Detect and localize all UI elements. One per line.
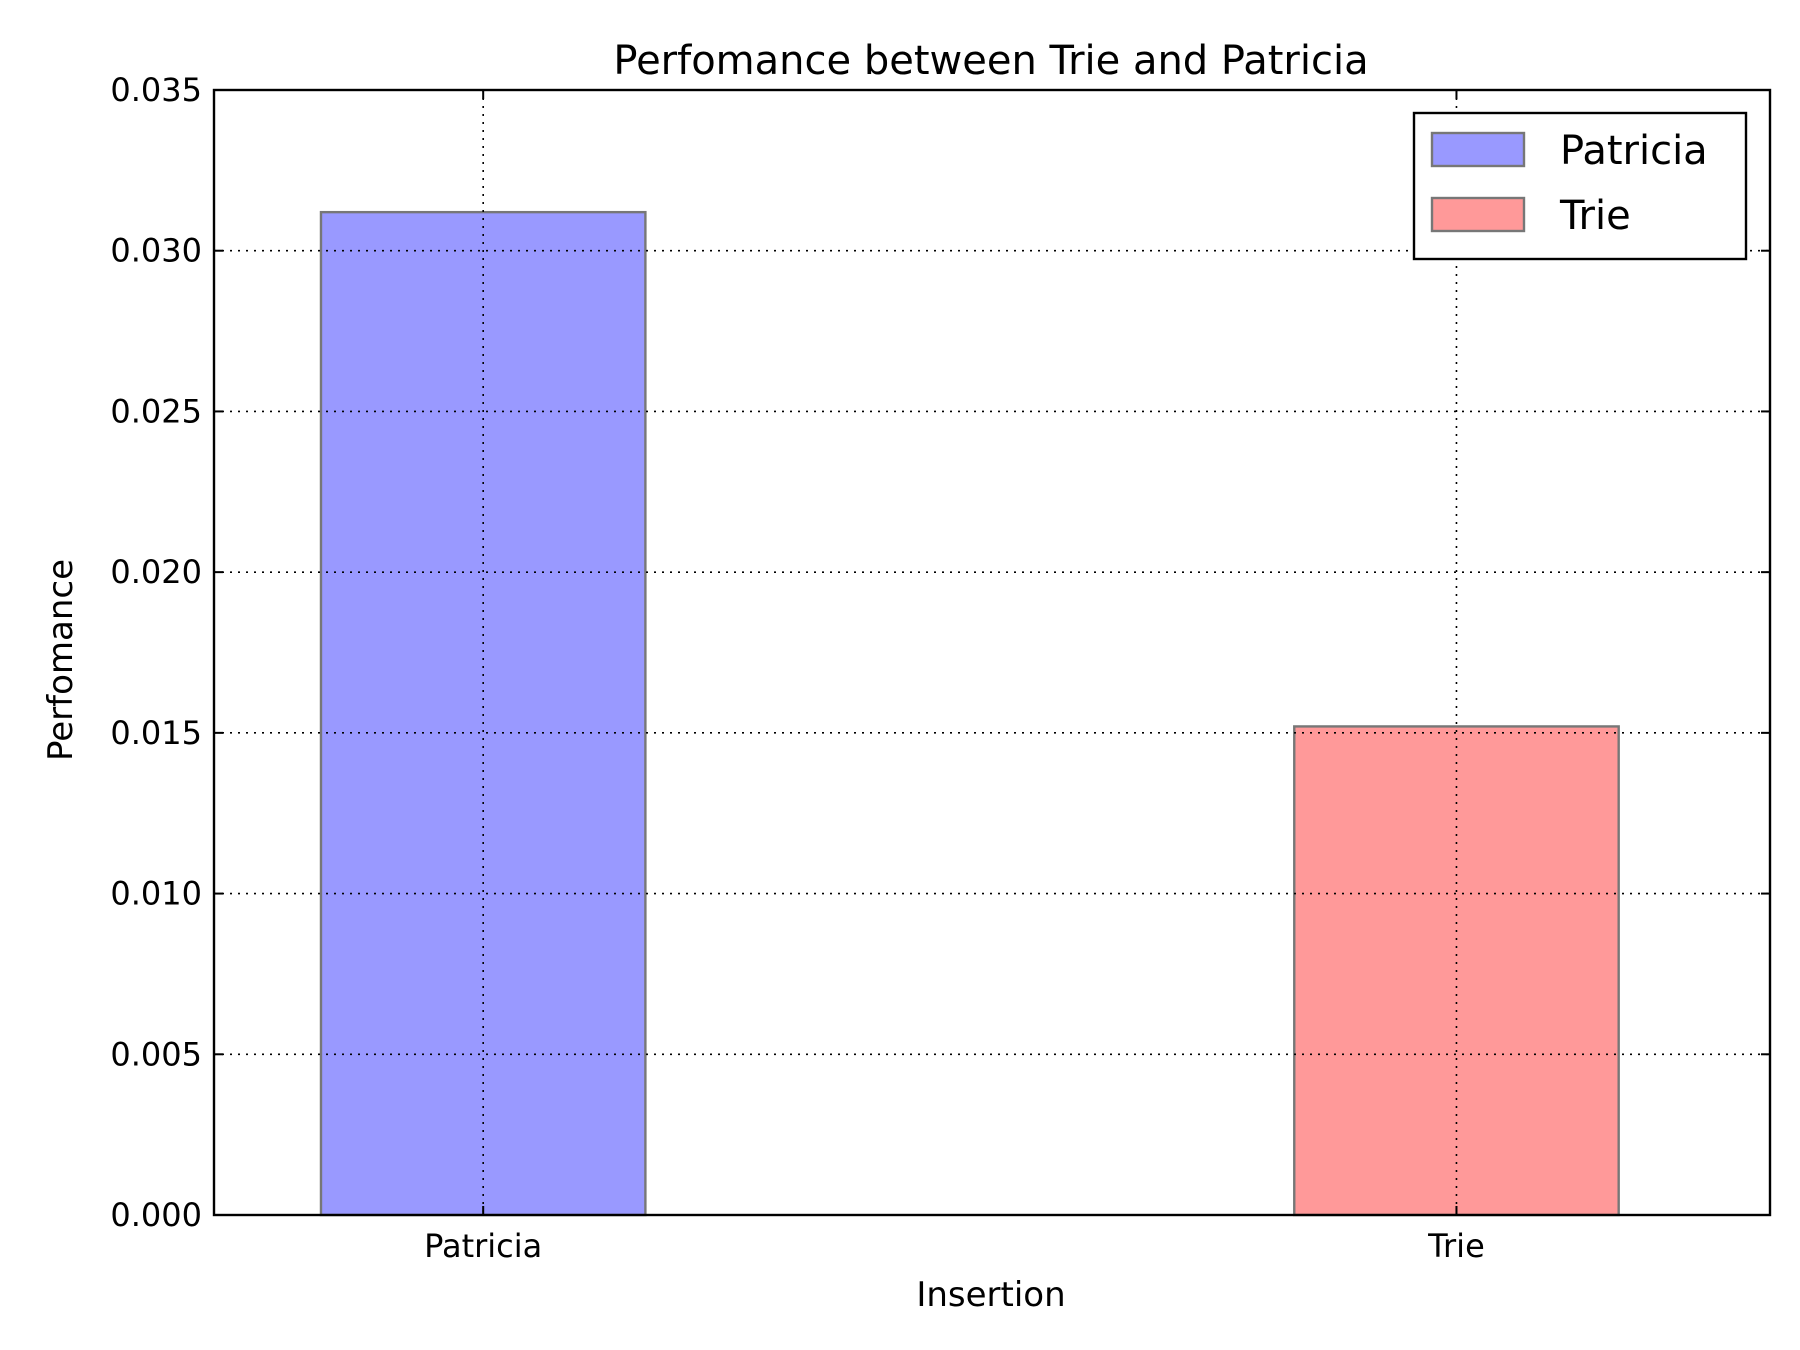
x-axis-label: Insertion [916,1275,1065,1315]
x-tick-label: Trie [1427,1227,1485,1265]
legend-swatch-patricia [1430,131,1526,168]
y-tick-label: 0.005 [110,1035,202,1073]
y-tick-label: 0.025 [110,392,202,430]
legend: Patricia Trie [1412,111,1748,261]
legend-label-trie: Trie [1559,193,1631,239]
chart-title: Perfomance between Trie and Patricia [613,38,1368,84]
y-axis-ticks: 0.000 0.005 0.010 0.015 0.020 0.025 0.030 0.035 [110,71,1770,1234]
y-tick-label: 0.035 [110,71,202,109]
x-axis-ticks: Patricia Trie [424,90,1485,1265]
y-tick-label: 0.030 [110,232,202,270]
legend-label-patricia: Patricia [1560,128,1708,174]
y-tick-label: 0.010 [110,875,202,913]
plot-frame [212,88,1772,1217]
x-tick-label: Patricia [424,1227,542,1265]
y-tick-label: 0.015 [110,714,202,752]
y-tick-label: 0.020 [110,553,202,591]
legend-swatch-trie [1430,196,1526,233]
y-axis-label: Perfomance [41,559,81,761]
y-tick-label: 0.000 [110,1196,202,1234]
bars [319,210,1620,1217]
